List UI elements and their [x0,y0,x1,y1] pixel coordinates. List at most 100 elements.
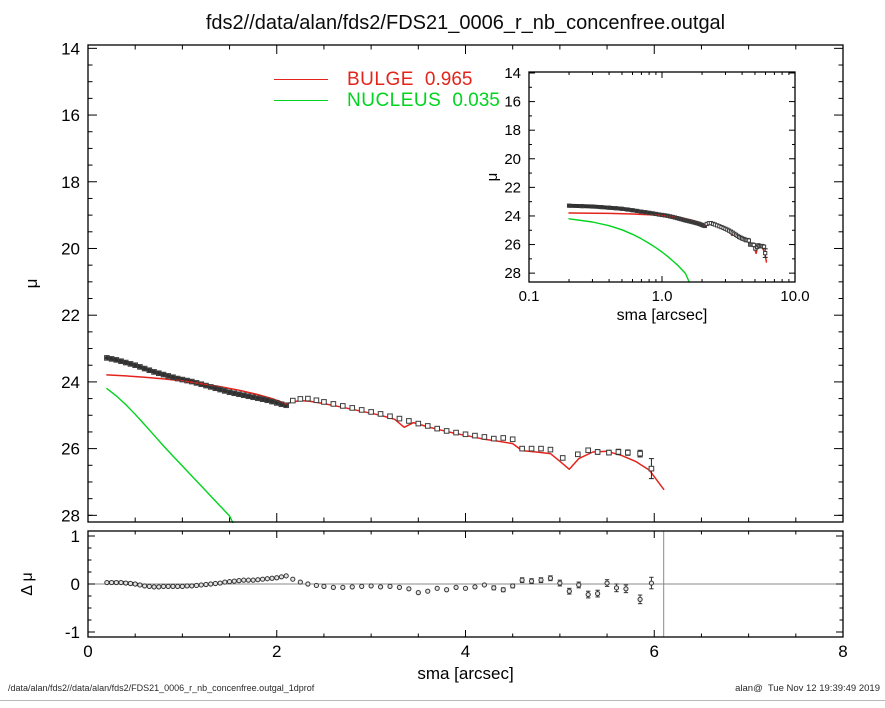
residual-point [127,580,134,587]
data-point-square [519,445,525,452]
profile-data-points [566,203,768,256]
residual-point [623,586,629,592]
residual-point [175,583,181,590]
residual-point [184,583,190,589]
legend-entry-nucleus: NUCLEUS 0.035 [274,90,500,111]
data-point-square [509,436,516,443]
residual-point [274,575,280,581]
data-point-square [672,215,677,220]
residual-point [359,583,365,590]
residual-ytick-label: -1 [65,623,80,642]
residual-point [208,581,214,587]
nucleus-line-swatch [274,100,328,101]
residual-data-layer [88,531,843,637]
residual-point [264,576,270,582]
footer-output-path: /data/alan/fds2//data/alan/fds2/FDS21_00… [8,683,315,693]
inset-ytick-label: 24 [504,208,521,225]
data-point-square [528,445,535,452]
main-yaxis-label: μ [22,279,41,289]
residual-point [349,584,355,590]
legend-entry-bulge: BULGE 0.965 [274,69,500,90]
residual-point [151,584,157,590]
data-point-square [289,397,296,404]
residual-point [132,581,138,587]
inset-data-layer [566,203,768,283]
residual-point [241,577,247,583]
data-point-square [751,242,756,248]
inset-plot: 14 16 18 20 22 24 26 28 0.1 1.0 10.0 sma [arcsec] μ [484,65,810,324]
residual-point [203,581,209,588]
data-point-square [368,409,374,415]
residual-point [160,583,167,590]
data-point-square [606,449,612,456]
data-point-square [330,401,337,407]
main-frame [87,44,844,523]
main-ticks [87,45,844,522]
residual-point [453,584,459,590]
residual-point [193,582,200,589]
data-point-square [453,429,459,436]
residual-point [123,580,129,586]
residual-point [305,581,311,587]
data-point-square [283,402,289,409]
bulge-model-curve [106,374,665,491]
data-point-square [599,204,604,210]
data-point-square [746,238,751,243]
data-point-square [538,445,544,452]
nucleus-model-curve [106,387,234,523]
profile-dense-band [104,355,289,408]
residual-point [236,578,242,584]
residual-point [500,587,506,593]
residual-point [118,579,124,586]
residual-point [406,586,412,592]
main-ytick-label: 20 [61,239,80,258]
residual-point [245,577,252,583]
inset-ytick-label: 28 [504,265,521,282]
residual-point [585,591,591,598]
data-point-square [340,403,346,409]
data-point-square [594,449,601,455]
data-point-square [648,465,655,472]
residual-point [297,579,303,585]
residual-point [576,582,582,588]
data-point-square [297,396,304,402]
residual-point [198,582,204,588]
residual-point [217,580,223,586]
residual-ticks [87,531,844,637]
bulge-line-swatch [274,79,328,80]
inset-ticks [528,72,796,282]
shared-xtick-label: 0 [83,642,92,661]
residual-point [269,575,275,581]
residual-point [222,579,228,585]
data-point-square [559,455,566,461]
shared-xaxis-label: sma [arcsec] [417,664,513,683]
inset-ytick-label: 18 [504,122,521,139]
data-point-square [500,435,507,441]
shared-xtick-label: 8 [838,642,847,661]
data-point-square [305,395,311,402]
residual-point [113,579,119,586]
data-point-square [491,435,497,442]
data-point-square [637,450,643,457]
profile-data-points [104,355,655,472]
residual-point [278,574,285,580]
data-point-square [670,214,675,220]
residual-point [259,576,266,582]
main-ytick-label: 26 [61,440,80,459]
residual-point [156,584,162,590]
residual-point [637,596,643,602]
residual-point [396,584,403,590]
inset-yaxis-label: μ [484,173,501,182]
residual-point [566,588,572,594]
residual-points [104,573,655,602]
data-point-square [415,420,422,427]
data-point-square [625,207,630,212]
main-ytick-label: 14 [61,39,80,58]
inset-ytick-label: 26 [504,237,521,254]
legend-value: 0.965 [424,68,473,90]
shared-xtick-label: 4 [461,642,470,661]
residual-point [283,573,289,579]
data-point-square [349,405,356,411]
residual-point [313,582,319,589]
